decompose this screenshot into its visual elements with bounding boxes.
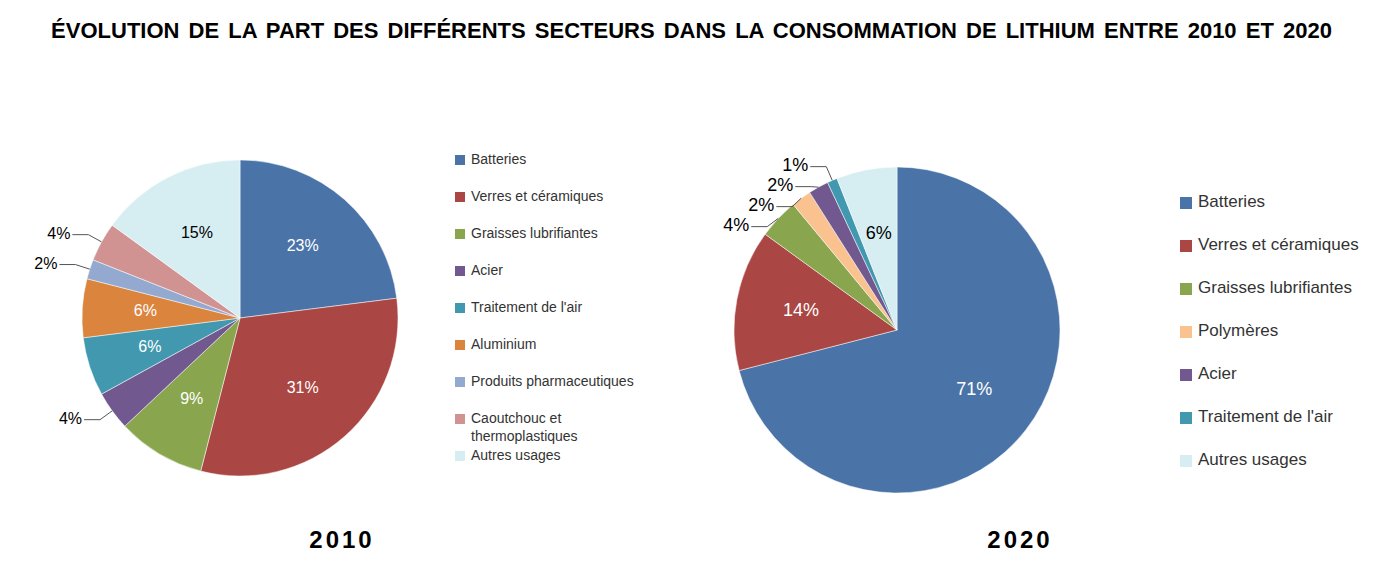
data-label: 2% [748, 195, 774, 215]
leader-line [84, 411, 112, 420]
text-line: Produits pharmaceutiques [471, 373, 634, 389]
text-line: Autres usages [1198, 450, 1307, 469]
legend-label: Autres usages [471, 447, 561, 463]
legend-swatch [455, 229, 465, 239]
text-line: Polymères [1198, 321, 1278, 340]
text-line: Acier [1198, 364, 1237, 383]
text-line: Traitement de l'air [1198, 407, 1333, 426]
legend: Batteries Verres et céramiques Graisses lu… [1180, 192, 1359, 469]
pie-slice [112, 160, 240, 318]
text-line: Batteries [1198, 192, 1265, 211]
legend-swatch [1180, 455, 1192, 467]
legend-label: Polymères [1198, 321, 1278, 340]
legend: Batteries Verres et céramiques Graisses lu… [455, 151, 634, 463]
pie-slice [240, 160, 397, 318]
leader-line [72, 235, 101, 242]
legend-label: Verres et céramiques [471, 188, 603, 204]
text-line: Caoutchouc et [471, 410, 561, 426]
text-line: Verres et céramiques [1198, 235, 1359, 254]
legend-swatch [455, 155, 465, 165]
legend-swatch [1180, 326, 1192, 338]
text-line: ÉVOLUTION DE LA PART DES DIFFÉRENTS SECT… [51, 18, 1332, 43]
legend-swatch [455, 451, 465, 461]
legend-label: Traitement de l'air [1198, 407, 1333, 426]
data-label: 4% [47, 225, 70, 242]
leader-line [59, 265, 89, 270]
data-label: 6% [866, 223, 892, 243]
data-label: 2% [767, 175, 793, 195]
leader-line [776, 198, 801, 207]
slices [734, 167, 1060, 493]
data-label: 4% [59, 410, 82, 427]
data-label: 15% [181, 224, 213, 241]
legend-swatch [455, 340, 465, 350]
data-label: 23% [287, 237, 319, 254]
legend-swatch [455, 303, 465, 313]
text-line: Aluminium [471, 336, 536, 352]
legend-label: Produits pharmaceutiques [471, 373, 634, 389]
legend-swatch [1180, 283, 1192, 295]
leader-line [795, 186, 818, 188]
pie-chart: 23% 31% 9% 6% 6% 15% 4% 2% 4% Batteries Verres et … [34, 151, 633, 553]
data-label: 71% [956, 379, 992, 399]
data-label: 9% [180, 390, 203, 407]
legend-label: Traitement de l'air [471, 299, 582, 315]
leader-line [810, 167, 832, 181]
legend-swatch [455, 414, 465, 424]
pie-slice [837, 167, 897, 330]
text-line: Batteries [471, 151, 526, 167]
text-line: Autres usages [471, 447, 561, 463]
legend-swatch [1180, 197, 1192, 209]
legend-label: Acier [1198, 364, 1237, 383]
legend-label: Graisses lubrifiantes [471, 225, 598, 241]
text-line: Verres et céramiques [471, 188, 603, 204]
legend-swatch [455, 266, 465, 276]
legend-label: Caoutchouc etthermoplastiques [471, 410, 578, 444]
legend-swatch [455, 377, 465, 387]
text-line: Traitement de l'air [471, 299, 582, 315]
legend-label: Batteries [471, 151, 526, 167]
legend-label: Verres et céramiques [1198, 235, 1359, 254]
data-label: 1% [782, 155, 808, 175]
pie-title: 2020 [987, 526, 1052, 553]
leader-line [751, 218, 778, 226]
text-line: Graisses lubrifiantes [1198, 278, 1352, 297]
text-line: Graisses lubrifiantes [471, 225, 598, 241]
legend-label: Autres usages [1198, 450, 1307, 469]
legend-label: Acier [471, 262, 503, 278]
data-label: 6% [138, 338, 161, 355]
data-label: 31% [287, 379, 319, 396]
slices [82, 160, 398, 476]
legend-label: Graisses lubrifiantes [1198, 278, 1352, 297]
data-label: 14% [783, 300, 819, 320]
data-label: 2% [34, 255, 57, 272]
legend-swatch [455, 192, 465, 202]
legend-swatch [1180, 369, 1192, 381]
text-line: thermoplastiques [471, 427, 578, 443]
legend-swatch [1180, 240, 1192, 252]
data-label: 4% [723, 215, 749, 235]
main-title: ÉVOLUTION DE LA PART DES DIFFÉRENTS SECT… [51, 18, 1332, 43]
pie-title: 2010 [309, 526, 374, 553]
data-label: 6% [134, 302, 157, 319]
legend-label: Aluminium [471, 336, 536, 352]
pie-chart: 71%14%6%1%2%2%4%BatteriesVerres et céram… [723, 155, 1358, 553]
legend-label: Batteries [1198, 192, 1265, 211]
legend-swatch [1180, 412, 1192, 424]
text-line: Acier [471, 262, 503, 278]
chart-canvas: ÉVOLUTION DE LA PART DES DIFFÉRENTS SECT… [0, 0, 1383, 563]
